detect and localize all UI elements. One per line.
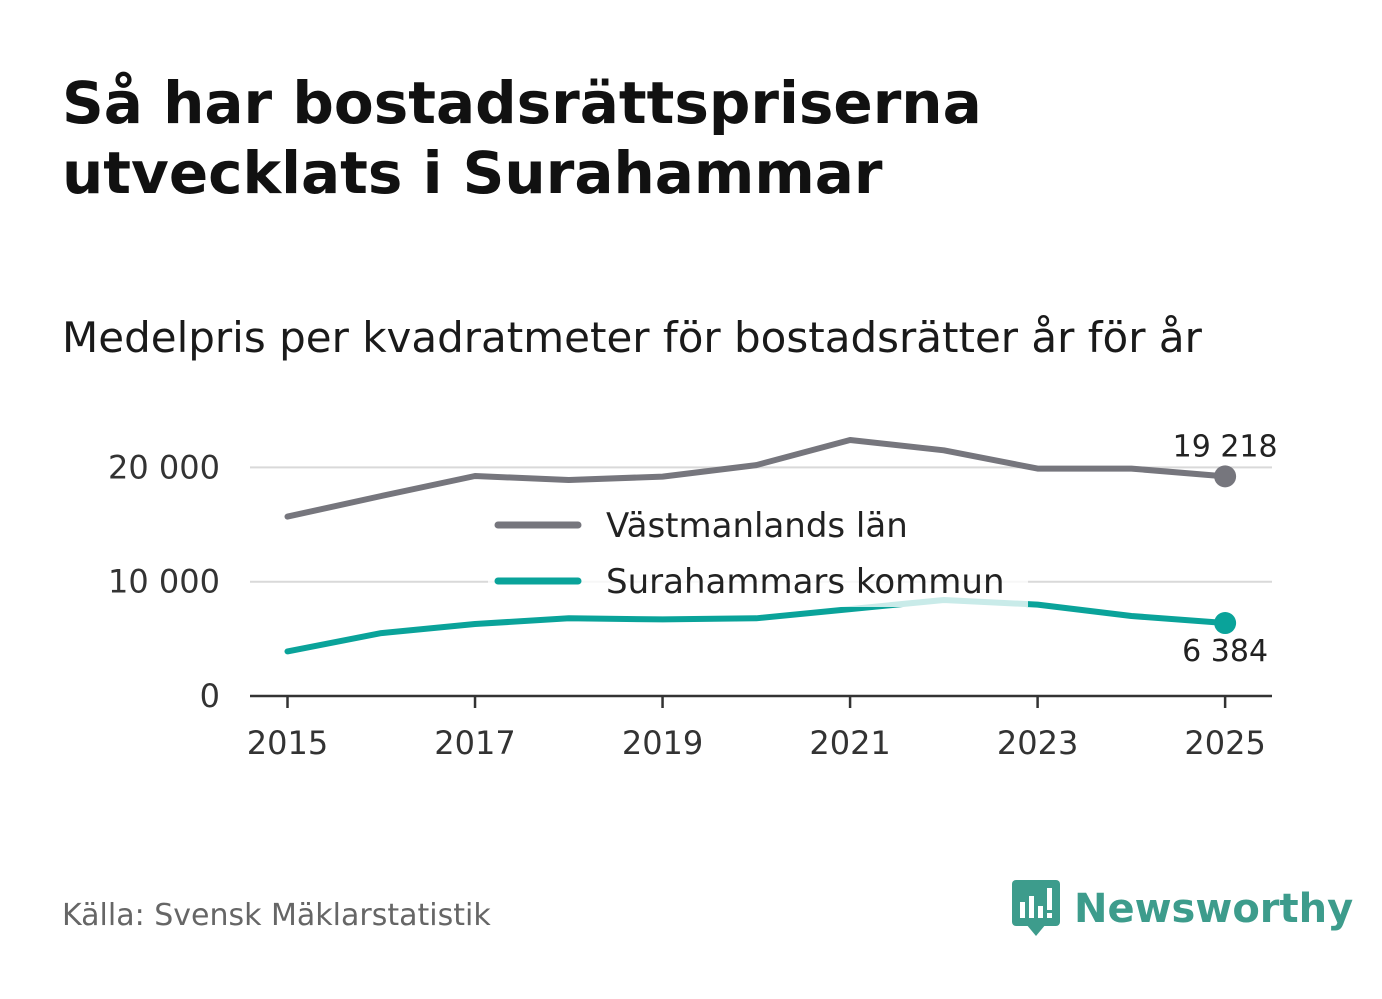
series-line-1: [284, 597, 1229, 655]
end-point-marker: [1214, 465, 1237, 488]
legend-label: Surahammars kommun: [606, 562, 1005, 602]
x-tick-label: 2017: [434, 724, 515, 762]
source-note: Källa: Svensk Mäklarstatistik: [62, 898, 491, 933]
brand-logo: Newsworthy: [1010, 878, 1353, 940]
x-tick-label: 2019: [622, 724, 703, 762]
end-value-label: 6 384: [1182, 634, 1268, 669]
end-point-marker: [1214, 612, 1237, 635]
series-line-0: [284, 437, 1229, 520]
legend-label: Västmanlands län: [606, 506, 908, 546]
x-tick-label: 2015: [247, 724, 328, 762]
end-value-label: 19 218: [1173, 429, 1278, 464]
x-tick-label: 2025: [1184, 724, 1265, 762]
x-tick-label: 2021: [809, 724, 890, 762]
newsworthy-logo-icon: [1012, 880, 1060, 936]
y-tick-label: 10 000: [108, 563, 220, 601]
x-tick-label: 2023: [997, 724, 1078, 762]
y-tick-label: 20 000: [108, 448, 220, 486]
brand-name: Newsworthy: [1074, 886, 1354, 932]
line-chart: 0 10 000 20 000 2015 2017 2019 2021 2023 2025 Väs…: [108, 429, 1278, 762]
y-tick-label: 0: [200, 677, 220, 715]
chart-title: Så har bostadsrättspriserna utvecklats i…: [62, 69, 982, 207]
chart-subtitle: Medelpris per kvadratmeter för bostadsrä…: [62, 313, 1202, 362]
